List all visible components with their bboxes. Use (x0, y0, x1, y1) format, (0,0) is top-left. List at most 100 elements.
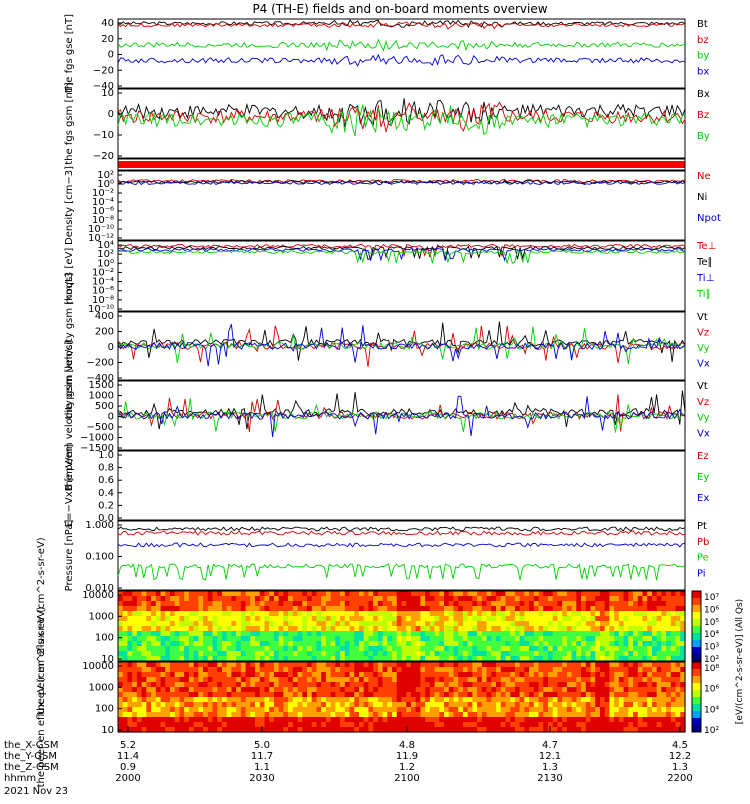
spectrogram-cell (524, 601, 530, 607)
spectrogram-cell (533, 601, 540, 607)
spectrogram-cell (552, 606, 559, 612)
spectrogram-cell (278, 692, 284, 698)
spectrogram-cell (127, 727, 133, 733)
spectrogram-cell (628, 611, 634, 617)
spectrogram-cell (481, 631, 488, 637)
spectrogram-cell (590, 662, 596, 668)
spectrogram-cell (118, 631, 124, 637)
spectrogram-cell (642, 672, 648, 678)
spectrogram-cell (571, 692, 577, 698)
spectrogram-cell (236, 646, 242, 652)
spectrogram-cell (226, 591, 232, 597)
spectrogram-cell (656, 692, 662, 698)
spectrogram-cell (595, 697, 601, 703)
spectrogram-cell (675, 636, 681, 642)
spectrogram-cell (155, 646, 162, 652)
x-axis-value: 1.3 (672, 762, 688, 773)
spectrogram-cell (136, 596, 143, 602)
spectrogram-cell (127, 692, 133, 698)
spectrogram-cell (666, 702, 672, 708)
spectrogram-cell (302, 606, 308, 612)
spectrogram-cell (429, 646, 436, 652)
spectrogram-cell (552, 591, 559, 597)
spectrogram-cell (675, 656, 681, 662)
spectrogram-cell (283, 672, 289, 678)
spectrogram-cell (680, 662, 686, 668)
spectrogram-cell (169, 707, 176, 713)
spectrogram-cell (415, 656, 421, 662)
spectrogram-cell (585, 646, 592, 652)
spectrogram-cell (661, 687, 667, 693)
series-Npot-line (117, 180, 686, 186)
spectrogram-cell (557, 662, 563, 668)
spectrogram-cell (581, 596, 587, 602)
spectrogram-cell (325, 727, 332, 733)
spectrogram-cell (429, 631, 436, 637)
spectrogram-cell (562, 621, 568, 627)
spectrogram-cell (335, 641, 341, 647)
spectrogram-cell (680, 697, 686, 703)
spectrogram-cell (377, 662, 384, 668)
spectrogram-cell (505, 646, 511, 652)
spectrogram-cell (354, 636, 360, 642)
spectrogram-cell (207, 626, 214, 632)
spectrogram-cell (396, 656, 403, 662)
spectrogram-cell (571, 687, 577, 693)
spectrogram-cell (406, 611, 412, 617)
spectrogram-cell (245, 667, 251, 673)
spectrogram-cell (132, 727, 138, 733)
spectrogram-cell (505, 651, 511, 657)
spectrogram-cell (415, 616, 421, 622)
spectrogram-cell (387, 727, 393, 733)
colorbar-segment (692, 626, 701, 634)
spectrogram-cell (524, 667, 530, 673)
spectrogram-cell (392, 692, 398, 698)
spectrogram-cell (505, 702, 511, 708)
spectrogram-cell (448, 591, 455, 597)
spectrogram-cell (292, 672, 299, 678)
spectrogram-cell (160, 651, 166, 657)
spectrogram-cell (297, 606, 303, 612)
y-tick-label: 0 (108, 109, 114, 120)
spectrogram-cell (680, 591, 686, 597)
spectrogram-cell (198, 687, 204, 693)
spectrogram-cell (160, 626, 166, 632)
spectrogram-cell (661, 611, 667, 617)
spectrogram-cell (510, 621, 516, 627)
spectrogram-cell (255, 717, 261, 723)
spectrogram-cell (179, 677, 185, 683)
spectrogram-cell (637, 692, 644, 698)
spectrogram-cell (590, 692, 596, 698)
spectrogram-cell (240, 662, 247, 668)
spectrogram-cell (146, 722, 152, 728)
spectrogram-cell (510, 687, 516, 693)
spectrogram-cell (255, 621, 261, 627)
spectrogram-cell (377, 651, 384, 657)
spectrogram-cell (203, 621, 209, 627)
spectrogram-cell (335, 626, 341, 632)
spectrogram-cell (363, 702, 370, 708)
spectrogram-cell (529, 636, 535, 642)
spectrogram-cell (122, 641, 129, 647)
spectrogram-cell (647, 631, 653, 637)
spectrogram-cell (472, 621, 478, 627)
spectrogram-cell (562, 682, 568, 688)
spectrogram-cell (467, 636, 473, 642)
spectrogram-cell (415, 712, 421, 718)
spectrogram-cell (250, 677, 256, 683)
spectrogram-cell (358, 712, 365, 718)
spectrogram-cell (217, 656, 223, 662)
spectrogram-cell (453, 596, 459, 602)
spectrogram-cell (269, 591, 275, 597)
spectrogram-cell (325, 667, 332, 673)
spectrogram-cell (581, 621, 587, 627)
spectrogram-cell (207, 682, 214, 688)
spectrogram-cell (595, 636, 601, 642)
spectrogram-cell (344, 677, 351, 683)
spectrogram-cell (425, 662, 431, 668)
spectrogram-cell (207, 722, 214, 728)
spectrogram-cell (255, 687, 261, 693)
spectrogram-cell (212, 646, 218, 652)
spectrogram-cell (198, 601, 204, 607)
spectrogram-cell (146, 591, 152, 597)
